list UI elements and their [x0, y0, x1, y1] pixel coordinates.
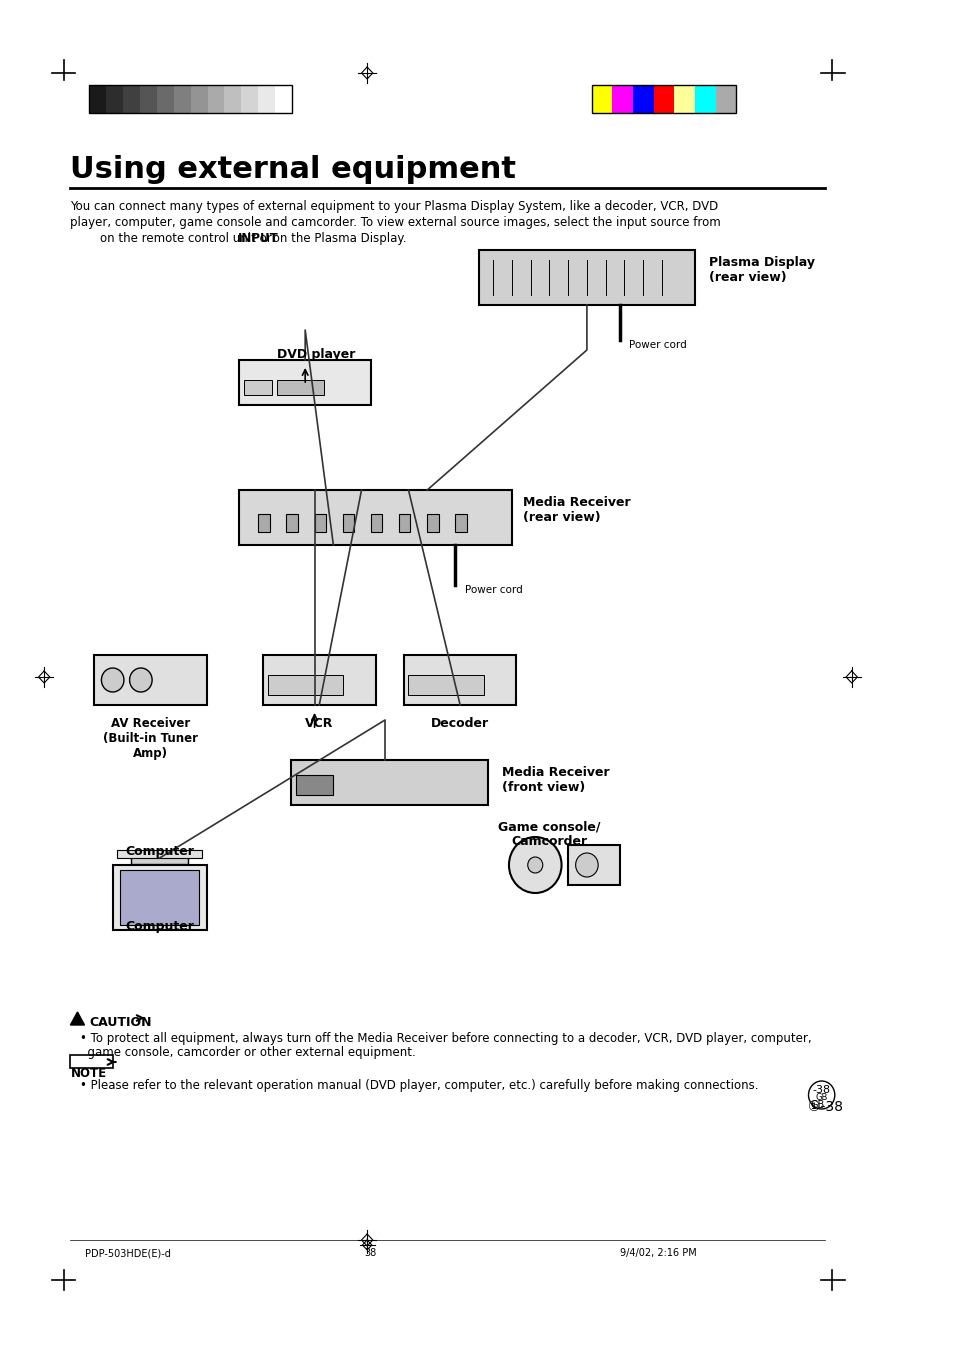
Text: Using external equipment: Using external equipment — [71, 156, 516, 184]
Bar — [208, 85, 224, 114]
Bar — [291, 760, 488, 805]
Text: DVD player: DVD player — [276, 348, 355, 361]
Text: You can connect many types of external equipment to your Plasma Display System, : You can connect many types of external e… — [71, 200, 718, 212]
Text: GB: GB — [809, 1100, 823, 1109]
Bar — [612, 85, 632, 114]
Text: Power cord: Power cord — [628, 340, 686, 350]
Bar — [132, 852, 188, 865]
Bar — [371, 514, 382, 532]
Bar — [258, 85, 274, 114]
Text: on the Plasma Display.: on the Plasma Display. — [269, 231, 406, 245]
Bar — [191, 85, 208, 114]
Bar — [427, 514, 438, 532]
Text: Plasma Display
(rear view): Plasma Display (rear view) — [708, 256, 814, 284]
Text: ①-38: ①-38 — [807, 1100, 841, 1114]
Circle shape — [130, 668, 152, 691]
Bar — [403, 655, 516, 705]
Bar — [241, 85, 258, 114]
Text: Computer: Computer — [125, 920, 193, 934]
Bar — [244, 380, 272, 395]
Text: on the remote control unit or: on the remote control unit or — [71, 231, 275, 245]
Text: NOTE: NOTE — [71, 1068, 108, 1080]
Text: Computer: Computer — [125, 846, 193, 858]
Text: 9/4/02, 2:16 PM: 9/4/02, 2:16 PM — [619, 1247, 696, 1258]
Bar — [258, 514, 270, 532]
Text: Power cord: Power cord — [464, 584, 522, 595]
Text: VCR: VCR — [305, 717, 334, 731]
Bar — [274, 85, 292, 114]
Circle shape — [527, 856, 542, 873]
Bar — [112, 865, 207, 930]
Text: • To protect all equipment, always turn off the Media Receiver before connecting: • To protect all equipment, always turn … — [80, 1032, 811, 1045]
Bar — [632, 85, 653, 114]
Polygon shape — [71, 1012, 85, 1026]
Bar — [156, 85, 173, 114]
Circle shape — [575, 852, 598, 877]
Bar — [408, 675, 483, 695]
Text: game console, camcorder or other external equipment.: game console, camcorder or other externa… — [80, 1046, 416, 1059]
Bar — [140, 85, 156, 114]
Bar — [239, 490, 511, 545]
Text: • Please refer to the relevant operation manual (DVD player, computer, etc.) car: • Please refer to the relevant operation… — [80, 1078, 758, 1092]
Bar — [120, 870, 199, 925]
Bar — [90, 85, 292, 114]
Text: CAUTION: CAUTION — [90, 1016, 152, 1028]
Bar — [263, 655, 375, 705]
Text: player, computer, game console and camcorder. To view external source images, se: player, computer, game console and camco… — [71, 216, 720, 229]
Bar — [123, 85, 140, 114]
Bar — [276, 380, 324, 395]
Bar — [71, 1055, 112, 1068]
Text: Decoder: Decoder — [431, 717, 489, 731]
Bar — [478, 250, 694, 304]
Bar — [715, 85, 736, 114]
Bar — [106, 85, 123, 114]
Bar — [117, 850, 202, 858]
Text: INPUT: INPUT — [238, 231, 278, 245]
Bar — [455, 514, 466, 532]
Circle shape — [101, 668, 124, 691]
Bar — [224, 85, 241, 114]
Bar — [591, 85, 612, 114]
Text: 38: 38 — [364, 1247, 376, 1258]
Bar — [653, 85, 674, 114]
Bar — [286, 514, 297, 532]
Bar — [398, 514, 410, 532]
Text: Game console/
Camcorder: Game console/ Camcorder — [497, 820, 600, 848]
Bar — [90, 85, 106, 114]
Bar — [591, 85, 736, 114]
Text: Media Receiver
(rear view): Media Receiver (rear view) — [522, 497, 630, 524]
Bar — [342, 514, 354, 532]
Bar — [93, 655, 207, 705]
Text: -38: -38 — [812, 1085, 830, 1095]
Bar — [674, 85, 694, 114]
Bar — [694, 85, 715, 114]
Text: AV Receiver
(Built-in Tuner
Amp): AV Receiver (Built-in Tuner Amp) — [103, 717, 197, 760]
Bar — [568, 846, 619, 885]
Bar — [268, 675, 342, 695]
Text: PDP-503HDE(E)-d: PDP-503HDE(E)-d — [85, 1247, 171, 1258]
Bar — [314, 514, 326, 532]
Bar — [173, 85, 191, 114]
Text: Media Receiver
(front view): Media Receiver (front view) — [502, 766, 609, 794]
Circle shape — [509, 838, 561, 893]
Bar — [295, 775, 333, 796]
Bar — [239, 360, 371, 405]
Text: GB: GB — [815, 1093, 827, 1103]
